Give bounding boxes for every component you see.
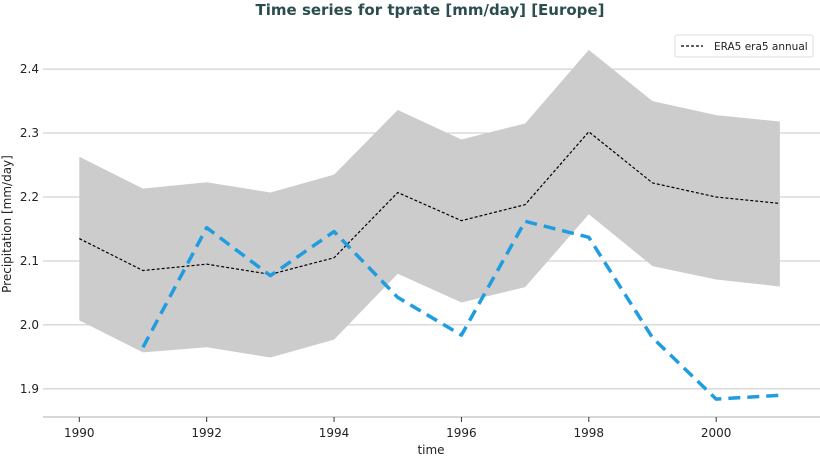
y-axis-label: Precipitation [mm/day]	[0, 155, 14, 293]
legend: ERA5 era5 annual	[674, 34, 814, 58]
x-tick-label: 1996	[446, 426, 477, 440]
y-tick-label: 2.1	[20, 254, 39, 268]
spread-band	[79, 49, 780, 358]
x-tick-label: 1992	[191, 426, 222, 440]
x-axis-label: time	[417, 443, 444, 457]
y-tick-label: 2.3	[20, 126, 39, 140]
x-tick-label: 2000	[701, 426, 732, 440]
chart-title: Time series for tprate [mm/day] [Europe]	[256, 1, 605, 19]
blue-series-line	[141, 219, 780, 401]
y-tick-label: 1.9	[20, 382, 39, 396]
series-lines	[79, 131, 780, 401]
x-ticks: 1990 1992 1994 1996 1998 2000	[64, 417, 731, 440]
era5-series-line	[79, 131, 780, 275]
legend-label: ERA5 era5 annual	[714, 41, 808, 53]
y-tick-label: 2.2	[20, 190, 39, 204]
x-tick-label: 1994	[319, 426, 350, 440]
x-tick-label: 1998	[574, 426, 605, 440]
y-tick-label: 2.4	[20, 62, 39, 76]
legend-box	[674, 34, 814, 58]
y-ticks: 1.9 2.0 2.1 2.2 2.3 2.4	[20, 62, 39, 396]
x-tick-label: 1990	[64, 426, 95, 440]
y-tick-label: 2.0	[20, 318, 39, 332]
